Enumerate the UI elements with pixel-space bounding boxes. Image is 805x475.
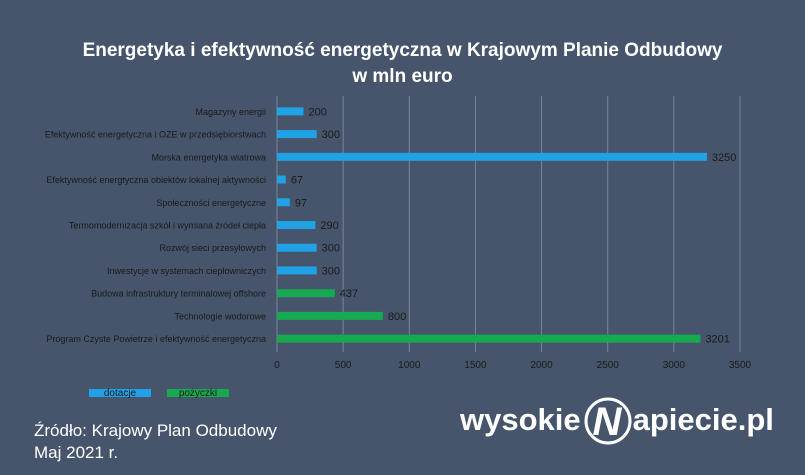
bar: [277, 311, 383, 320]
category-label: Inwestycje w systemach ciepłowniczych: [107, 266, 266, 276]
legend-swatch: [89, 389, 151, 397]
category-label: Morska energetyka wiatrowa: [151, 152, 266, 162]
chart-title-line1: Energetyka i efektywność energetyczna w …: [82, 40, 723, 61]
value-label: 97: [295, 197, 307, 209]
lightning-n-icon: N: [584, 397, 632, 445]
x-tick-label: 1000: [398, 360, 421, 371]
bar: [277, 107, 304, 116]
category-label: Budowa infrastruktury terminalowej offsh…: [91, 289, 266, 299]
value-label: 290: [320, 220, 338, 232]
value-label: 300: [322, 265, 340, 277]
legend-swatch: [167, 389, 229, 397]
category-label: Efektywność energtyczna obiektów lokalne…: [46, 175, 266, 185]
logo-text-left: wysokie: [460, 402, 581, 437]
x-tick-label: 3000: [663, 360, 686, 371]
x-tick-label: 500: [335, 360, 352, 371]
bar: [277, 289, 335, 298]
bar: [277, 266, 317, 275]
logo-letter: N: [592, 400, 622, 444]
bar: [277, 130, 317, 139]
category-label: Rozwój sieci przesyłowych: [159, 243, 266, 253]
x-tick-label: 0: [274, 360, 280, 371]
legend-label: dotacje: [104, 388, 137, 399]
category-label: Technologie wodorowe: [174, 311, 266, 321]
chart-title: Energetyka i efektywność energetyczna w …: [0, 38, 805, 90]
bar: [277, 334, 701, 343]
legend-label: pożyczki: [179, 388, 217, 399]
bar: [277, 152, 707, 161]
logo-text-right: apiecie.pl: [632, 402, 774, 437]
value-label: 3201: [705, 334, 729, 346]
value-label: 67: [291, 175, 303, 187]
category-label: Magazyny energii: [195, 107, 266, 117]
value-label: 800: [388, 311, 406, 323]
source-note: Źródło: Krajowy Plan Odbudowy Maj 2021 r…: [34, 420, 277, 464]
bar: [277, 175, 286, 184]
source-line: Źródło: Krajowy Plan Odbudowy: [34, 421, 277, 440]
value-label: 3250: [712, 152, 736, 164]
value-label: 200: [308, 106, 326, 118]
chart-subtitle: w mln euro: [352, 66, 453, 87]
category-label: Efektywność energetyczna i OZE w przedsi…: [45, 130, 266, 140]
x-tick-label: 1500: [464, 360, 487, 371]
category-label: Społeczności energetyczne: [156, 198, 266, 208]
x-tick-label: 2000: [530, 360, 553, 371]
category-label: Termomodernizacja szkół i wymiana źródeł…: [69, 221, 266, 231]
bar: [277, 221, 316, 229]
bar: [277, 243, 317, 252]
brand-logo: wysokie N apiecie.pl: [460, 392, 774, 448]
date-line: Maj 2021 r.: [34, 443, 119, 462]
value-label: 300: [322, 129, 340, 141]
value-label: 437: [340, 288, 358, 300]
x-tick-label: 3500: [729, 360, 752, 371]
category-label: Program Czyste Powietrze i efektywność e…: [46, 334, 266, 344]
value-label: 300: [322, 243, 340, 255]
bar: [277, 198, 290, 207]
x-tick-label: 2500: [597, 360, 620, 371]
